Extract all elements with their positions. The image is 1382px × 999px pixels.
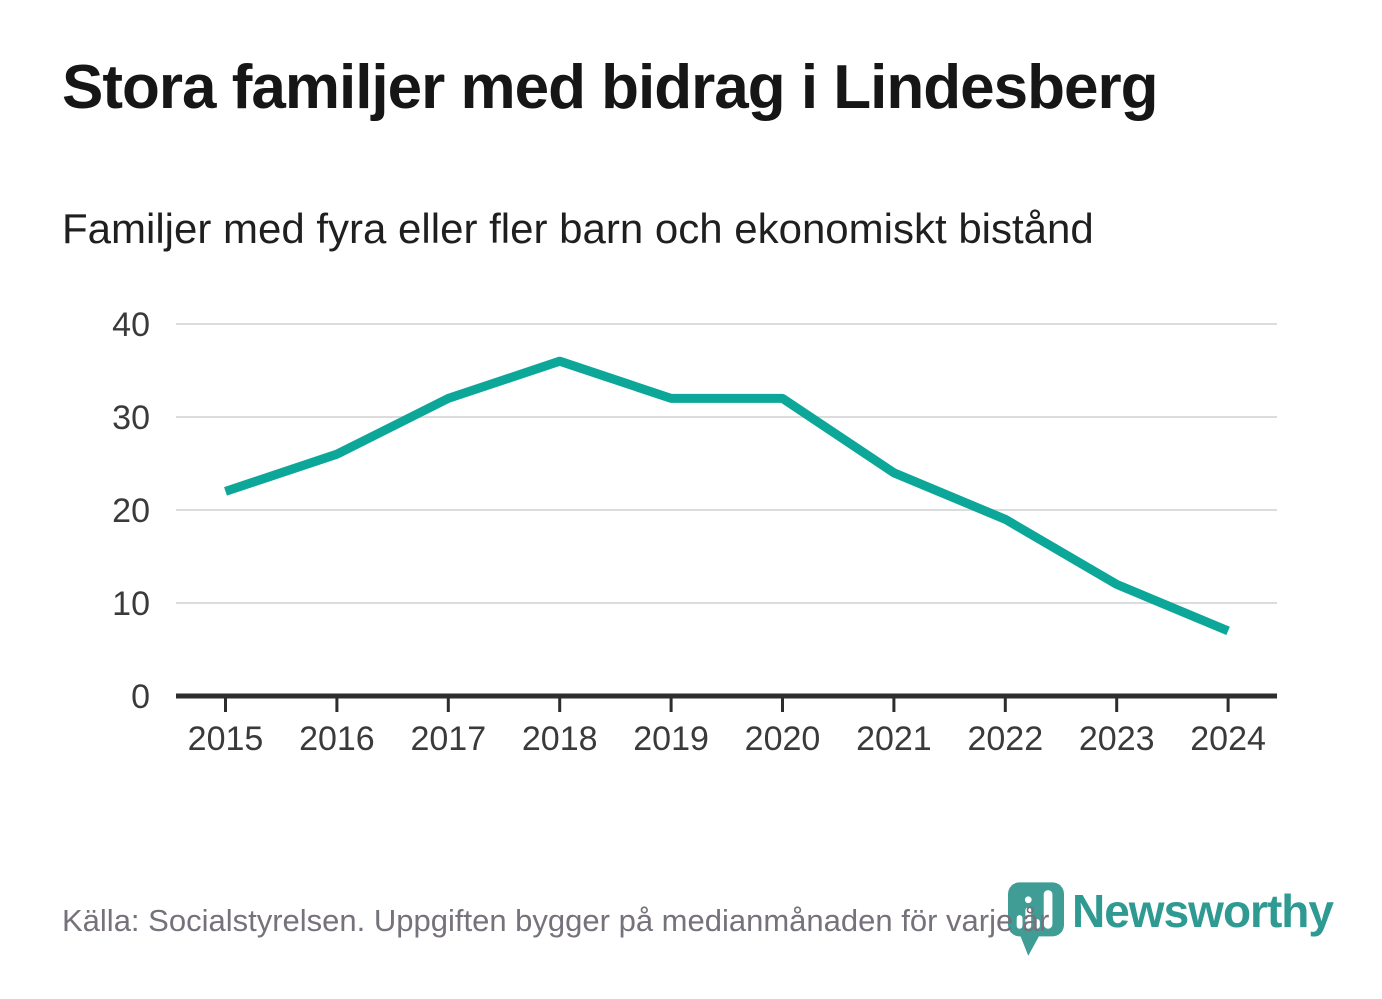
svg-text:10: 10: [112, 585, 150, 623]
svg-text:2023: 2023: [1079, 720, 1155, 758]
newsworthy-pin-icon: [1008, 882, 1064, 956]
newsworthy-logo: Newsworthy: [1008, 876, 1334, 958]
svg-text:2020: 2020: [745, 720, 821, 758]
svg-text:2021: 2021: [856, 720, 932, 758]
svg-text:0: 0: [131, 678, 150, 716]
line-chart: 0 10 20 30 40 2015 2016 2017 2018 2019 2020 2021 202…: [112, 306, 1277, 758]
svg-text:2017: 2017: [410, 720, 486, 758]
svg-text:20: 20: [112, 492, 150, 530]
svg-text:2016: 2016: [299, 720, 375, 758]
source-note: Källa: Socialstyrelsen. Uppgiften bygger…: [62, 903, 1050, 938]
svg-text:2019: 2019: [633, 720, 709, 758]
newsworthy-logo-text: Newsworthy: [1072, 885, 1334, 937]
svg-text:2015: 2015: [188, 720, 264, 758]
chart-title: Stora familjer med bidrag i Lindesberg: [62, 53, 1158, 122]
svg-text:40: 40: [112, 306, 150, 344]
svg-text:30: 30: [112, 399, 150, 437]
svg-text:2022: 2022: [967, 720, 1043, 758]
svg-text:2018: 2018: [522, 720, 598, 758]
chart-subtitle: Familjer med fyra eller fler barn och ek…: [62, 205, 1094, 252]
svg-text:2024: 2024: [1190, 720, 1266, 758]
